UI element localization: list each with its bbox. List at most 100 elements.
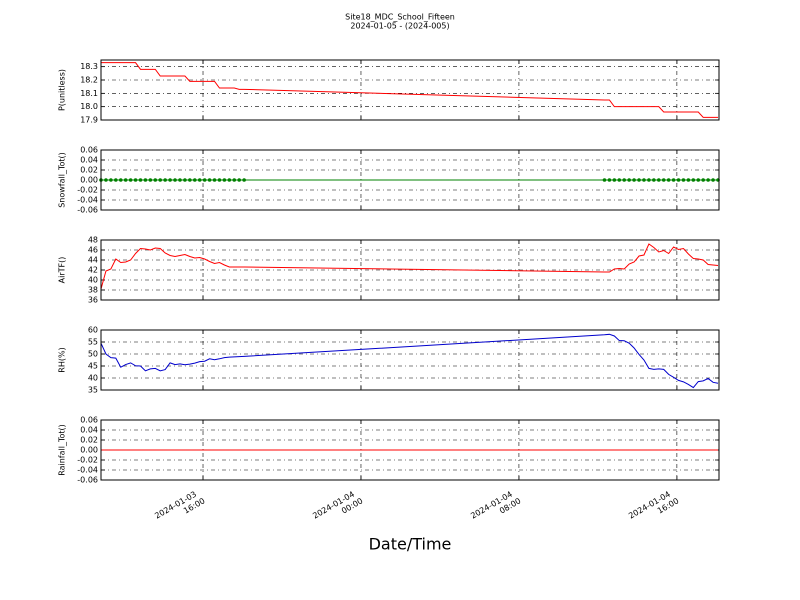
data-point xyxy=(148,178,153,182)
data-point xyxy=(647,178,651,182)
data-point xyxy=(207,178,212,182)
y-tick-label: 18.1 xyxy=(80,89,98,98)
data-point xyxy=(656,178,661,182)
y-tick-label: 60 xyxy=(88,326,98,335)
data-point xyxy=(118,178,123,182)
data-point xyxy=(202,178,207,182)
data-point xyxy=(676,178,681,182)
subplot: -0.06-0.04-0.020.000.020.040.06 Snowfall_… xyxy=(58,146,720,215)
plot-frame xyxy=(100,329,720,391)
y-tick-label: -0.06 xyxy=(77,476,98,485)
data-point xyxy=(237,178,242,182)
data-point xyxy=(123,178,128,182)
y-tick-label: 42 xyxy=(88,266,98,275)
y-axis-label: RH(%) xyxy=(58,347,67,372)
data-point xyxy=(168,178,172,182)
y-tick-label: 18.2 xyxy=(80,76,98,85)
y-tick-label: 38 xyxy=(88,286,98,295)
y-tick-label: -0.06 xyxy=(77,206,98,215)
data-point xyxy=(706,178,710,182)
data-point xyxy=(607,178,612,182)
data-point xyxy=(652,178,656,182)
data-point xyxy=(128,178,133,182)
data-point xyxy=(188,178,192,182)
data-point xyxy=(109,178,113,182)
data-point xyxy=(622,178,627,182)
data-point xyxy=(183,178,187,182)
y-tick-label: 55 xyxy=(88,338,98,347)
data-point xyxy=(632,178,636,182)
chart-title: Site18_MDC_School_Fifteen xyxy=(345,13,455,22)
data-point xyxy=(666,178,671,182)
data-point xyxy=(701,178,706,182)
data-point xyxy=(192,178,197,182)
data-point xyxy=(222,178,227,182)
data-point xyxy=(178,178,182,182)
y-tick-label: 17.9 xyxy=(80,116,98,125)
y-tick-label: 36 xyxy=(88,296,98,305)
data-point xyxy=(232,178,237,182)
y-tick-label: 18.3 xyxy=(80,62,98,71)
data-point xyxy=(138,178,143,182)
y-tick-label: 0.02 xyxy=(80,166,98,175)
data-point xyxy=(617,178,622,182)
data-point xyxy=(227,178,232,182)
y-axis-label: P(unitless) xyxy=(58,69,67,111)
data-point xyxy=(671,178,676,182)
data-point xyxy=(158,178,163,182)
chart-subtitle: 2024-01-05 - (2024-005) xyxy=(350,22,449,31)
data-point xyxy=(133,178,138,182)
y-axis-label: AirTF() xyxy=(58,257,67,284)
data-point xyxy=(173,178,177,182)
y-tick-label: -0.04 xyxy=(77,466,98,475)
y-tick-label: 46 xyxy=(88,246,98,255)
data-line xyxy=(100,333,719,389)
y-tick-label: -0.02 xyxy=(77,186,98,195)
data-point xyxy=(114,178,118,182)
plot-frame xyxy=(100,59,720,121)
data-point xyxy=(661,178,666,182)
data-point xyxy=(143,178,148,182)
y-tick-label: -0.04 xyxy=(77,196,98,205)
data-point xyxy=(637,178,641,182)
y-tick-label: 0.06 xyxy=(80,146,98,155)
y-tick-label: 44 xyxy=(88,256,98,265)
data-point xyxy=(612,178,617,182)
data-point xyxy=(153,178,158,182)
data-point xyxy=(212,178,217,182)
y-tick-label: 50 xyxy=(88,350,98,359)
data-point xyxy=(602,178,607,182)
y-tick-label: 0.04 xyxy=(80,426,98,435)
data-point xyxy=(627,178,631,182)
y-axis-label: Rainfall_Tot() xyxy=(58,424,67,476)
plot-frame xyxy=(100,149,720,211)
y-tick-label: 45 xyxy=(88,362,98,371)
plot-frame xyxy=(100,239,720,301)
data-point xyxy=(163,178,167,182)
y-tick-label: 18.0 xyxy=(80,102,98,111)
data-point xyxy=(642,178,646,182)
y-tick-label: 35 xyxy=(88,386,98,395)
y-tick-label: 40 xyxy=(88,374,98,383)
data-point xyxy=(197,178,202,182)
data-point xyxy=(691,178,696,182)
x-axis-label: Date/Time xyxy=(369,535,452,554)
y-tick-label: 0.00 xyxy=(80,176,98,185)
y-tick-label: -0.02 xyxy=(77,456,98,465)
y-tick-label: 0.02 xyxy=(80,436,98,445)
y-tick-label: 0.06 xyxy=(80,416,98,425)
data-point xyxy=(217,178,222,182)
subplot: 35 40 45 50 55 60 RH(%) xyxy=(58,326,720,395)
plot-frame xyxy=(100,419,720,481)
data-point xyxy=(681,178,686,182)
data-point xyxy=(104,178,108,182)
y-axis-label: Snowfall_Tot() xyxy=(58,152,67,208)
y-tick-label: 0.04 xyxy=(80,156,98,165)
data-point xyxy=(696,178,701,182)
y-tick-label: 40 xyxy=(88,276,98,285)
data-point xyxy=(242,178,246,182)
data-line xyxy=(101,62,719,118)
